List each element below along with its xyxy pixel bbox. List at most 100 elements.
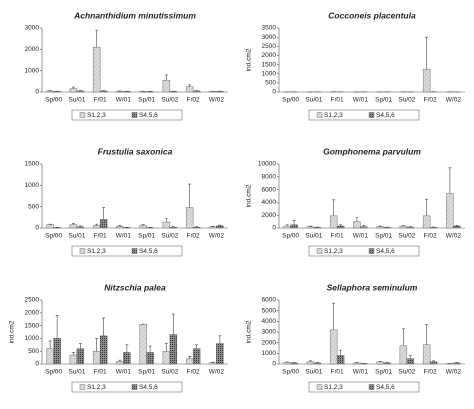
x-tick-label: Su/02 bbox=[161, 97, 178, 104]
bar-hatch bbox=[46, 224, 54, 228]
x-tick-label: Su/01 bbox=[68, 97, 85, 104]
error-bar bbox=[211, 361, 215, 363]
bar-hatch bbox=[116, 226, 124, 228]
x-tick-label: Sp/00 bbox=[45, 369, 62, 376]
bar-hatch bbox=[186, 86, 194, 92]
bar-hatch bbox=[423, 69, 431, 92]
legend-label: S4,5,6 bbox=[376, 112, 395, 119]
x-tick-label: Sp/01 bbox=[138, 369, 155, 376]
legend-box bbox=[71, 245, 183, 257]
y-tick-label: 6000 bbox=[262, 297, 277, 304]
bar-hatch bbox=[100, 219, 108, 228]
error-bar bbox=[95, 338, 99, 352]
x-tick-label: W/01 bbox=[353, 369, 369, 376]
legend-label: S1,2,3 bbox=[87, 112, 106, 119]
x-tick-label: Sp/01 bbox=[138, 97, 155, 104]
error-bar bbox=[95, 29, 99, 48]
bar-hatch bbox=[283, 362, 291, 364]
x-tick-label: Su/02 bbox=[161, 369, 178, 376]
bar-hatch bbox=[193, 90, 201, 92]
y-tick-label: 500 bbox=[28, 203, 39, 210]
error-bar bbox=[218, 335, 222, 344]
legend-label: S4,5,6 bbox=[376, 384, 395, 391]
x-tick-label: W/02 bbox=[209, 233, 225, 240]
x-tick-label: W/02 bbox=[209, 369, 225, 376]
bar-hatch bbox=[353, 362, 361, 364]
bar-hatch bbox=[306, 226, 314, 228]
error-bar bbox=[118, 359, 122, 362]
error-bar bbox=[164, 218, 168, 223]
error-bar bbox=[102, 207, 106, 220]
x-tick-label: Sp/00 bbox=[282, 233, 299, 240]
error-bar bbox=[102, 317, 106, 336]
y-tick-label: 3000 bbox=[25, 25, 40, 32]
y-axis-label: ind.cm2 bbox=[9, 320, 16, 343]
legend-label: S1,2,3 bbox=[87, 384, 106, 391]
error-bar bbox=[188, 356, 192, 359]
error-bar bbox=[125, 344, 129, 353]
y-tick-label: 1000 bbox=[262, 70, 277, 77]
y-tick-label: 0 bbox=[35, 361, 39, 368]
bar-hatch bbox=[169, 91, 177, 92]
legend-label: S1,2,3 bbox=[324, 112, 343, 119]
bar-hatch bbox=[93, 47, 101, 92]
chart-title: Achnanthidium minutissimum bbox=[73, 10, 196, 20]
error-bar bbox=[448, 167, 452, 194]
bar-hatch bbox=[146, 352, 154, 364]
error-bar bbox=[332, 199, 336, 216]
bar-hatch bbox=[216, 225, 224, 228]
y-axis-label: ind.cm2 bbox=[246, 184, 253, 207]
legend-label: S1,2,3 bbox=[324, 384, 343, 391]
error-bar bbox=[378, 361, 382, 362]
bar-hatch bbox=[209, 226, 217, 228]
y-tick-label: 0 bbox=[272, 225, 276, 232]
x-tick-label: W/02 bbox=[446, 369, 462, 376]
x-tick-label: Su/01 bbox=[305, 369, 322, 376]
x-tick-label: Su/02 bbox=[398, 369, 415, 376]
legend-swatch-hatch bbox=[369, 384, 374, 390]
x-tick-label: F/01 bbox=[331, 233, 344, 240]
bar-hatch bbox=[209, 362, 217, 364]
x-tick-label: W/01 bbox=[353, 233, 369, 240]
bar-hatch bbox=[209, 91, 217, 92]
y-tick-label: 2000 bbox=[25, 46, 40, 53]
y-tick-label: 3500 bbox=[262, 25, 277, 32]
legend-swatch-hatch bbox=[369, 112, 374, 118]
bar-hatch bbox=[290, 224, 298, 228]
bar-hatch bbox=[186, 207, 194, 228]
x-tick-label: Sp/00 bbox=[45, 233, 62, 240]
bar-hatch bbox=[360, 363, 368, 364]
bar-hatch bbox=[399, 226, 407, 228]
x-tick-label: Su/02 bbox=[398, 97, 415, 104]
x-tick-label: F/02 bbox=[187, 97, 200, 104]
error-bar bbox=[355, 217, 359, 222]
x-tick-label: Su/02 bbox=[161, 233, 178, 240]
x-tick-label: Su/01 bbox=[68, 369, 85, 376]
error-bar bbox=[141, 224, 145, 226]
error-bar bbox=[401, 328, 405, 346]
legend-label: S4,5,6 bbox=[139, 248, 158, 255]
legend-swatch-hatch bbox=[317, 112, 322, 118]
bar-hatch bbox=[69, 355, 77, 364]
legend-box bbox=[71, 109, 183, 121]
legend-label: S4,5,6 bbox=[139, 112, 158, 119]
error-bar bbox=[355, 362, 359, 363]
y-axis-label: ind.cm2 bbox=[246, 320, 253, 343]
bar-hatch bbox=[406, 358, 414, 364]
bar-hatch bbox=[46, 348, 54, 364]
chart-title: Sellaphora seminulum bbox=[327, 282, 418, 292]
bar-hatch bbox=[216, 91, 224, 92]
y-tick-label: 4000 bbox=[262, 318, 277, 325]
bar-hatch bbox=[46, 90, 54, 92]
bar-hatch bbox=[162, 222, 170, 228]
x-tick-label: Sp/00 bbox=[282, 97, 299, 104]
bar-hatch bbox=[330, 215, 338, 228]
y-tick-label: 2000 bbox=[262, 339, 277, 346]
error-bar bbox=[292, 362, 296, 363]
bar-hatch bbox=[306, 361, 314, 364]
y-tick-label: 3000 bbox=[262, 329, 277, 336]
y-tick-label: 2500 bbox=[262, 43, 277, 50]
x-tick-label: F/02 bbox=[424, 233, 437, 240]
x-tick-label: Sp/01 bbox=[375, 97, 392, 104]
